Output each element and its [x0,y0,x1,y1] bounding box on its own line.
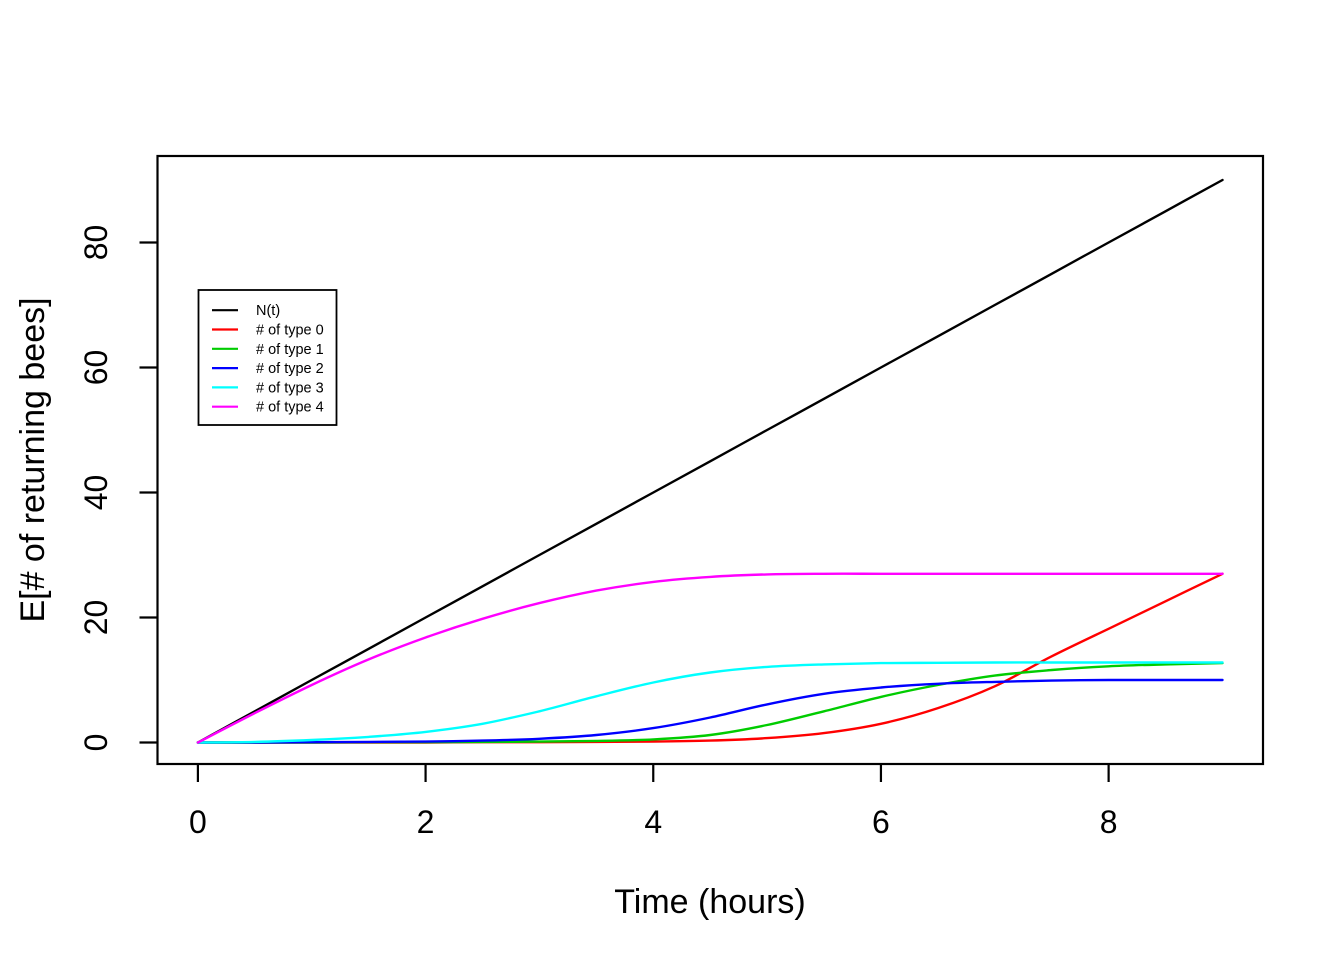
x-axis-title: Time (hours) [614,883,805,921]
series-layer [196,178,1224,744]
legend-item: # of type 3 [212,380,324,396]
legend-label: # of type 3 [256,380,324,396]
legend-label: # of type 4 [256,400,324,416]
y-axis-title: E[# of returning bees] [14,297,52,622]
x-tick-label: 4 [644,804,662,840]
x-tick-label: 0 [189,804,207,840]
legend-label: # of type 1 [256,342,324,358]
legend: N(t) # of type 0 # of type 1 # of type 2 # o… [197,289,338,426]
y-tick-label: 60 [78,350,114,386]
series-line-4 [196,661,1224,744]
legend-label: # of type 2 [256,361,324,377]
legend-label: N(t) [256,303,280,319]
y-tick-label: 40 [78,475,114,511]
series-line-0 [196,178,1224,744]
series-line-2 [196,661,1224,744]
legend-item: N(t) [212,303,280,319]
x-axis: 0 2 4 6 8 [189,764,1118,840]
x-tick-label: 2 [417,804,435,840]
legend-label: # of type 0 [256,323,324,339]
series-line-5 [196,572,1224,744]
plot-border [156,154,1265,766]
y-tick-label: 20 [78,600,114,636]
x-tick-label: 6 [872,804,890,840]
y-tick-label: 0 [78,734,114,752]
legend-box [197,289,338,426]
legend-item: # of type 1 [212,342,324,358]
x-tick-label: 8 [1100,804,1118,840]
legend-item: # of type 2 [212,361,324,377]
y-tick-label: 80 [78,225,114,261]
legend-item: # of type 0 [212,323,324,339]
y-axis: 0 20 40 60 80 [78,225,158,752]
legend-item: # of type 4 [212,400,324,416]
series-line-3 [196,678,1224,744]
